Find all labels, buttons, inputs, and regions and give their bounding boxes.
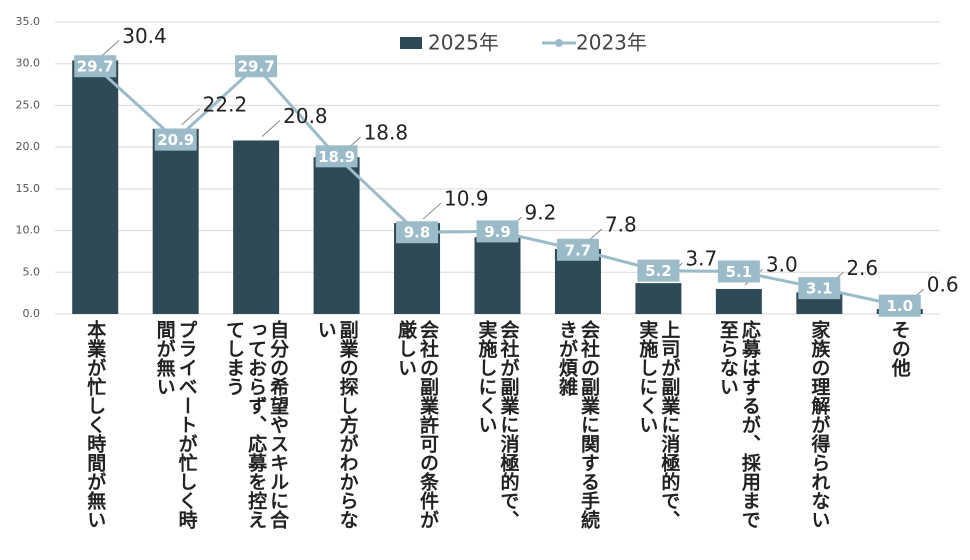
x-tick-label: 会社が副業に消極的で、実施しにくい — [475, 320, 520, 529]
line-label-box — [556, 238, 599, 261]
line-label-box — [717, 260, 760, 283]
bar-value-label: 7.8 — [605, 212, 637, 236]
bar — [72, 60, 119, 315]
line-label-box — [476, 220, 519, 243]
bar — [152, 128, 199, 314]
bar-value-label: 30.4 — [122, 24, 167, 48]
bar-value-label: 10.9 — [444, 187, 489, 211]
line-value-label: 29.7 — [77, 58, 114, 76]
bar-value-label: 22.2 — [203, 92, 248, 116]
bar — [635, 283, 682, 314]
line-value-label: 5.2 — [645, 262, 672, 280]
y-tick-label: 30.0 — [16, 57, 41, 70]
line-label-box — [637, 259, 680, 282]
bar — [313, 157, 360, 314]
bar — [715, 288, 762, 314]
y-tick-label: 5.0 — [23, 265, 41, 278]
legend-marker — [555, 39, 563, 47]
line-label-box — [235, 55, 278, 78]
line-value-label: 9.8 — [404, 224, 431, 242]
bar-value-label: 3.0 — [766, 252, 798, 276]
line-value-label: 20.9 — [157, 131, 194, 149]
bar-value-label: 20.8 — [283, 104, 328, 128]
x-tick-label: その他 — [888, 320, 911, 377]
bar-value-label: 18.8 — [364, 121, 409, 145]
bar-value-label: 9.2 — [525, 201, 557, 225]
line-value-label: 5.1 — [726, 263, 753, 281]
x-tick-label: 会社の副業許可の条件が厳しい — [395, 320, 440, 529]
line-label-box — [315, 145, 358, 168]
x-tick-label: 家族の理解が得られない — [808, 320, 831, 529]
bar-value-label: 0.6 — [927, 272, 959, 296]
y-tick-label: 15.0 — [16, 182, 41, 195]
x-tick-label: 副業の探し方がわからない — [314, 320, 359, 529]
y-tick-label: 20.0 — [16, 140, 41, 153]
y-tick-label: 0.0 — [23, 307, 41, 320]
x-tick-label: プライベートが忙しく時間が無い — [153, 320, 198, 529]
bar-value-label: 2.6 — [846, 256, 878, 280]
line-label-box — [396, 221, 439, 244]
leader-line — [181, 108, 201, 126]
line-value-label: 9.9 — [484, 223, 511, 241]
x-tick-label: 上司が副業に消極的で、実施しにくい — [636, 320, 681, 529]
bar — [474, 237, 521, 314]
x-tick-label: 本業が忙しく時間が無い — [84, 320, 107, 529]
line-label-box — [878, 294, 921, 317]
line-label-box — [798, 277, 841, 300]
bar — [233, 140, 280, 314]
legend-label: 2025年 — [428, 31, 499, 55]
leader-line — [261, 120, 281, 137]
legend-swatch — [400, 37, 422, 49]
y-tick-label: 10.0 — [16, 224, 41, 237]
y-tick-label: 25.0 — [16, 98, 41, 111]
line-value-label: 1.0 — [886, 297, 913, 315]
x-tick-label: 会社の副業に関する手続きが煩雑 — [555, 320, 600, 529]
bar-value-label: 3.7 — [685, 247, 717, 271]
line-value-label: 7.7 — [565, 241, 592, 259]
x-tick-label: 自分の希望やスキルに合っておらず、応募を控えてしまう — [223, 320, 290, 529]
leader-line — [422, 202, 442, 220]
line-value-label: 29.7 — [238, 58, 275, 76]
line-value-label: 18.9 — [318, 148, 355, 166]
line-value-label: 3.1 — [806, 280, 833, 298]
line-label-box — [154, 128, 197, 151]
line-label-box — [74, 55, 117, 78]
y-tick-label: 35.0 — [16, 15, 41, 28]
leader-line — [100, 40, 120, 57]
x-tick-label: 応募はするが、採用まで至らない — [716, 320, 761, 529]
legend-label: 2023年 — [576, 31, 647, 55]
